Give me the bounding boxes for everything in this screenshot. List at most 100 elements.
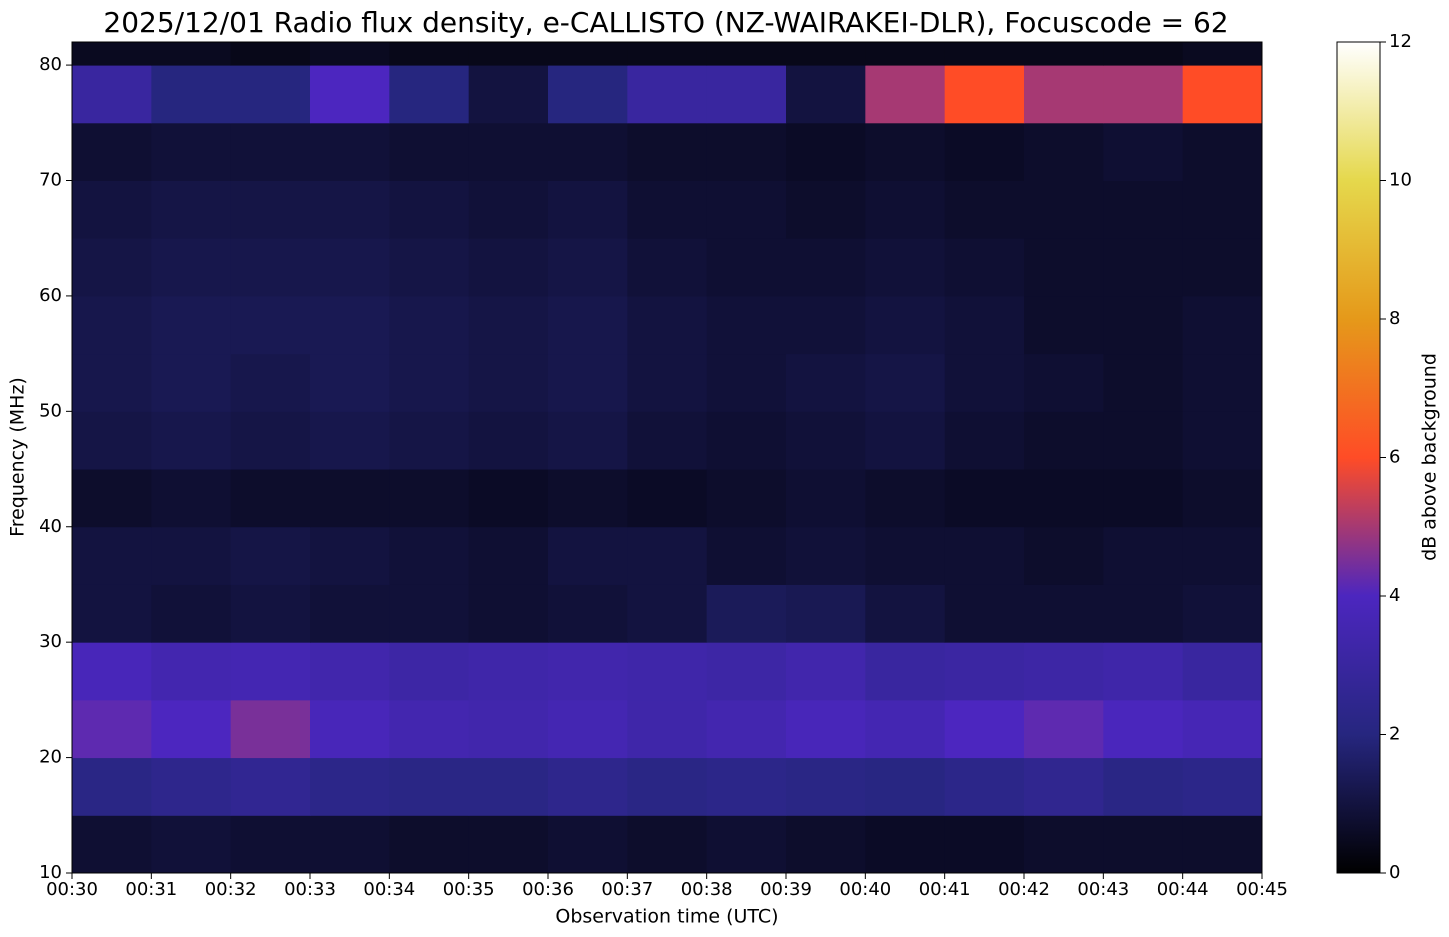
heatmap-cell — [389, 122, 470, 181]
heatmap-cell — [865, 180, 946, 239]
heatmap-cell — [468, 238, 549, 297]
x-tick-label: 00:43 — [1077, 879, 1129, 900]
heatmap-cell — [944, 180, 1025, 239]
heatmap-cell — [706, 526, 787, 585]
heatmap-cell — [1182, 180, 1263, 239]
heatmap-cell — [1024, 815, 1104, 874]
heatmap-cell — [468, 699, 549, 759]
heatmap-cell — [865, 642, 946, 701]
x-tick-label: 00:35 — [443, 879, 495, 900]
heatmap-cell — [1103, 180, 1184, 239]
heatmap-cell — [230, 526, 311, 585]
heatmap-cell — [786, 815, 866, 874]
heatmap-cell — [310, 699, 390, 759]
x-tick-label: 00:37 — [601, 879, 653, 900]
heatmap-cell — [230, 180, 311, 239]
heatmap-cell — [230, 42, 311, 66]
heatmap-cell — [706, 353, 787, 412]
heatmap-cell — [310, 815, 390, 874]
heatmap-cell — [468, 42, 549, 66]
plot-frame — [71, 41, 1263, 874]
heatmap-cell — [468, 757, 549, 816]
heatmap-cell — [1182, 353, 1263, 412]
heatmap-cell — [548, 584, 628, 643]
heatmap-cell — [1103, 411, 1184, 470]
heatmap-cell — [865, 122, 946, 181]
heatmap-cell — [548, 65, 628, 124]
y-tick-label: 50 — [39, 400, 62, 421]
heatmap-cell — [944, 815, 1025, 874]
heatmap-cell — [627, 65, 708, 124]
heatmap-cell — [1103, 469, 1184, 528]
heatmap-cell — [865, 238, 946, 297]
colorbar-tick-label: 12 — [1389, 31, 1412, 52]
heatmap-cell — [389, 815, 470, 874]
heatmap-cell — [548, 353, 628, 412]
heatmap-cell — [310, 295, 390, 355]
heatmap-cell — [151, 699, 232, 759]
heatmap-cell — [786, 295, 866, 355]
heatmap-cell — [72, 411, 152, 470]
heatmap-cell — [1024, 469, 1104, 528]
heatmap-cell — [706, 122, 787, 181]
heatmap-cell — [468, 642, 549, 701]
heatmap-cell — [1182, 815, 1263, 874]
heatmap-cell — [230, 642, 311, 701]
heatmap-cell — [151, 42, 232, 66]
heatmap-cell — [389, 238, 470, 297]
colorbar-tick-label: 10 — [1389, 170, 1412, 191]
heatmap-cell — [151, 584, 232, 643]
heatmap-cell — [389, 295, 470, 355]
heatmap-cell — [1024, 642, 1104, 701]
x-tick-label: 00:36 — [522, 879, 574, 900]
heatmap-cell — [151, 295, 232, 355]
heatmap-cell — [468, 122, 549, 181]
heatmap-cell — [310, 526, 390, 585]
heatmap-cell — [1103, 642, 1184, 701]
heatmap-cell — [230, 469, 311, 528]
heatmap-cell — [389, 699, 470, 759]
heatmap-cell — [310, 757, 390, 816]
heatmap-cell — [468, 65, 549, 124]
x-tick-label: 00:34 — [363, 879, 415, 900]
heatmap-cell — [72, 815, 152, 874]
heatmap-cell — [865, 411, 946, 470]
heatmap-cell — [230, 584, 311, 643]
heatmap-cell — [786, 411, 866, 470]
colorbar-tick-label: 2 — [1389, 724, 1400, 745]
heatmap-cell — [72, 469, 152, 528]
heatmap-cell — [389, 526, 470, 585]
heatmap-cell — [389, 584, 470, 643]
heatmap-cell — [389, 757, 470, 816]
heatmap-cell — [1103, 699, 1184, 759]
heatmap-cell — [944, 642, 1025, 701]
heatmap-cell — [1103, 122, 1184, 181]
heatmap-cell — [865, 584, 946, 643]
heatmap-cell — [389, 411, 470, 470]
heatmap-cell — [627, 469, 708, 528]
heatmap-cell — [151, 411, 232, 470]
heatmap-cell — [627, 238, 708, 297]
heatmap-cell — [786, 469, 866, 528]
heatmap-cell — [548, 526, 628, 585]
x-tick-label: 00:32 — [205, 879, 257, 900]
heatmap-cell — [389, 642, 470, 701]
heatmap-cell — [786, 65, 866, 124]
heatmap-cell — [706, 411, 787, 470]
heatmap-cell — [706, 757, 787, 816]
heatmap-cell — [706, 295, 787, 355]
x-tick-label: 00:41 — [919, 879, 971, 900]
heatmap-cell — [1103, 757, 1184, 816]
heatmap-cell — [1182, 65, 1263, 124]
heatmap-cell — [151, 238, 232, 297]
heatmap-cell — [944, 353, 1025, 412]
heatmap-cell — [706, 699, 787, 759]
heatmap-cell — [1182, 584, 1263, 643]
heatmap-cell — [786, 238, 866, 297]
heatmap-cell — [72, 295, 152, 355]
heatmap-cell — [865, 699, 946, 759]
heatmap-cell — [1103, 353, 1184, 412]
heatmap-cell — [1103, 584, 1184, 643]
heatmap-cell — [230, 238, 311, 297]
